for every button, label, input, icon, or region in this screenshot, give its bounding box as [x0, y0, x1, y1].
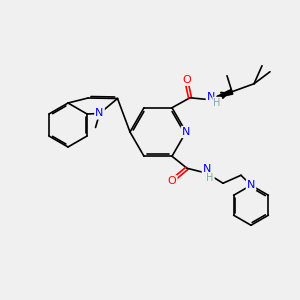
Text: H: H: [206, 173, 214, 183]
Polygon shape: [212, 89, 233, 99]
Text: H: H: [213, 98, 221, 108]
Text: O: O: [168, 176, 176, 186]
Text: N: N: [247, 180, 255, 190]
Text: N: N: [207, 92, 215, 102]
Text: N: N: [95, 109, 104, 118]
Text: O: O: [183, 75, 191, 85]
Text: N: N: [203, 164, 211, 174]
Text: N: N: [182, 127, 190, 137]
